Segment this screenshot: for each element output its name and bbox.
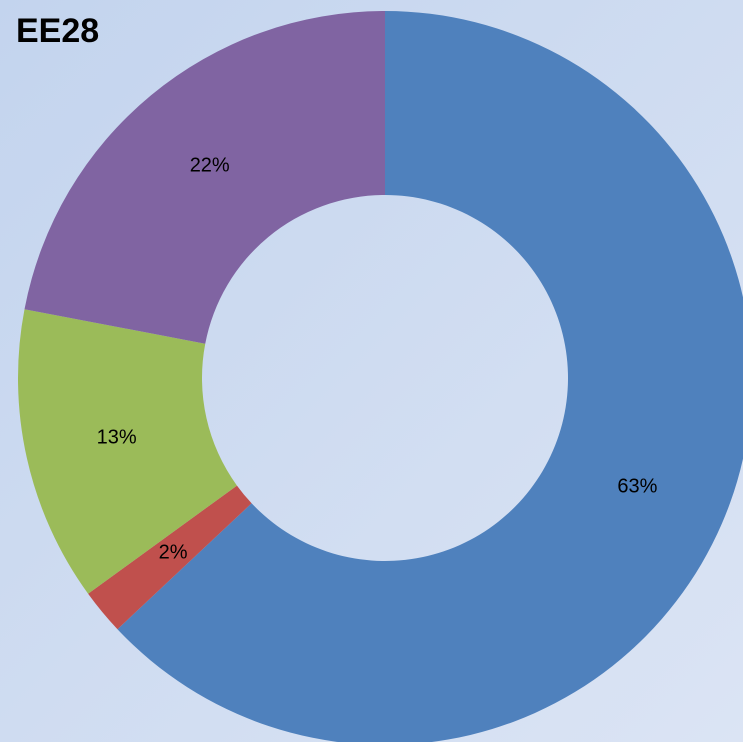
data-label: 63% <box>617 475 657 497</box>
slice <box>117 11 743 742</box>
labels: 63% 2% 13% 22% <box>97 154 658 563</box>
data-label: 2% <box>159 542 188 564</box>
slice <box>88 485 252 630</box>
chart-title: EE28 <box>16 12 99 50</box>
slices <box>18 11 743 742</box>
slice <box>24 11 385 344</box>
data-label: 22% <box>190 154 230 176</box>
slice <box>18 309 237 594</box>
data-label: 13% <box>97 426 137 448</box>
